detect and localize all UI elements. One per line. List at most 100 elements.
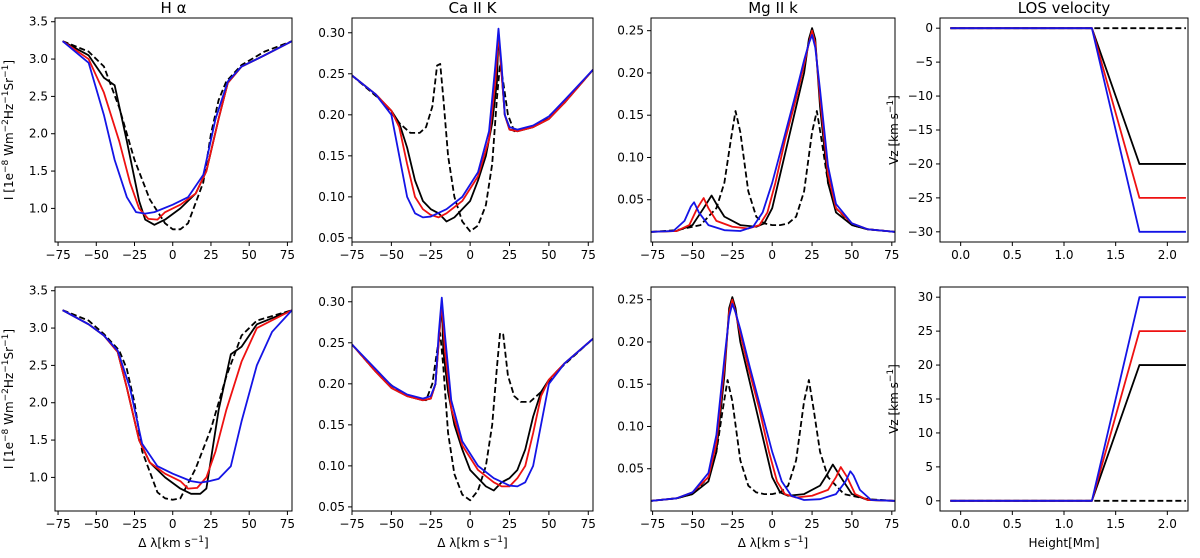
series-line-reference	[651, 110, 895, 233]
series-line-v20	[651, 27, 895, 233]
y-axis-label: Vz [km s−1]	[886, 95, 901, 165]
y-tick-label: 0.20	[617, 335, 644, 349]
x-tick-label: 1.5	[1106, 517, 1125, 531]
y-tick-label: 0.10	[318, 190, 345, 204]
chart-title: LOS velocity	[1018, 0, 1111, 17]
x-tick-label: 0.0	[951, 517, 970, 531]
y-tick-label: 20	[918, 358, 933, 372]
series-line-v25	[352, 31, 593, 219]
y-tick-label: 2.0	[29, 127, 48, 141]
x-tick-label: 50	[242, 517, 257, 531]
series-line-v25	[651, 29, 895, 233]
x-tick-label: −25	[418, 248, 443, 262]
y-tick-label: 0.05	[318, 231, 345, 245]
series-line-v25	[950, 330, 1186, 502]
x-tick-label: −75	[640, 248, 665, 262]
y-tick-label: 2.0	[29, 396, 48, 410]
y-tick-label: −15	[908, 123, 933, 137]
x-tick-label: 0	[768, 248, 776, 262]
series-line-v20	[950, 364, 1186, 502]
series-line-v25	[352, 300, 593, 488]
x-tick-label: −50	[379, 517, 404, 531]
x-tick-label: 25	[804, 248, 819, 262]
series-line-v30	[950, 296, 1186, 502]
x-axis-label: Δ λ[km s−1]	[138, 535, 208, 550]
axes-frame	[54, 286, 293, 512]
series-line-v30	[651, 303, 895, 502]
y-tick-label: 3.0	[29, 52, 48, 66]
y-tick-label: 0.10	[318, 459, 345, 473]
x-tick-label: −25	[122, 248, 147, 262]
x-tick-label: 75	[280, 248, 295, 262]
x-tick-label: −50	[379, 248, 404, 262]
axes-frame	[650, 17, 896, 243]
x-tick-label: 75	[884, 517, 899, 531]
x-tick-label: 75	[280, 517, 295, 531]
x-tick-label: 75	[884, 248, 899, 262]
x-tick-label: 50	[844, 248, 859, 262]
x-tick-label: −75	[339, 517, 364, 531]
series-line-v30	[352, 296, 593, 488]
x-tick-label: 0	[169, 248, 177, 262]
series-line-v30	[651, 34, 895, 233]
y-tick-label: 3.5	[29, 15, 48, 29]
axes-frame	[351, 286, 594, 512]
axes-frame	[54, 17, 293, 243]
series-group	[651, 296, 895, 502]
x-tick-label: 0	[466, 248, 474, 262]
series-line-v25	[62, 309, 292, 490]
chart-panel-ha-bottom: −75 −50 −25 0 25 50 75 1.0 1.5 2.0 2.5 3.0 3.5 Δ λ[km…	[1, 284, 295, 550]
x-tick-label: 0.0	[951, 248, 970, 262]
x-tick-label: −50	[680, 248, 705, 262]
series-line-v30	[62, 40, 292, 215]
x-tick-label: 50	[242, 248, 257, 262]
y-tick-label: 0.30	[318, 26, 345, 40]
y-axis-label: I [1e−8 Wm−2Hz−1Sr−1]	[1, 60, 16, 200]
x-tick-label: −25	[720, 517, 745, 531]
x-tick-label: 0	[768, 517, 776, 531]
x-tick-label: 2.0	[1158, 517, 1177, 531]
x-tick-label: 75	[581, 517, 596, 531]
x-tick-label: −75	[339, 248, 364, 262]
y-axis-label: Vz [km s−1]	[886, 364, 901, 434]
y-tick-label: 0.05	[318, 500, 345, 514]
y-tick-label: 0.20	[318, 108, 345, 122]
y-tick-label: 0.20	[617, 66, 644, 80]
y-tick-label: 0.10	[617, 150, 644, 164]
y-tick-label: 0.15	[318, 149, 345, 163]
y-axis-label: I [1e−8 Wm−2Hz−1Sr−1]	[1, 329, 16, 469]
y-tick-label: 0.25	[318, 336, 345, 350]
x-tick-label: 50	[541, 248, 556, 262]
series-line-reference	[651, 379, 895, 502]
y-tick-label: 0.25	[617, 24, 644, 38]
series-line-v30	[950, 27, 1186, 233]
y-tick-label: 0.25	[318, 67, 345, 81]
x-tick-label: 25	[203, 517, 218, 531]
y-tick-label: 0	[925, 494, 933, 508]
series-line-reference	[62, 40, 292, 231]
y-tick-label: 0.15	[318, 418, 345, 432]
x-tick-label: 0	[169, 517, 177, 531]
x-tick-label: 1.0	[1054, 517, 1073, 531]
y-tick-label: 0.10	[617, 419, 644, 433]
series-line-v20	[950, 27, 1186, 165]
y-tick-label: 25	[918, 324, 933, 338]
axes-frame	[939, 17, 1189, 243]
y-tick-label: 10	[918, 426, 933, 440]
y-tick-label: 3.5	[29, 284, 48, 298]
x-tick-label: −75	[640, 517, 665, 531]
x-tick-label: 0.5	[1003, 517, 1022, 531]
series-line-v20	[651, 296, 895, 502]
y-tick-label: 2.5	[29, 358, 48, 372]
series-line-v30	[352, 27, 593, 219]
series-group	[352, 27, 593, 233]
x-tick-label: −50	[680, 517, 705, 531]
y-tick-label: 0.25	[617, 293, 644, 307]
y-tick-label: 0	[925, 21, 933, 35]
chart-panel-mgiik-bottom: −75 −50 −25 0 25 50 75 0.05 0.10 0.15 0.20 0.25 Δ λ[…	[617, 286, 899, 550]
chart-panel-mgiik-top: −75 −50 −25 0 25 50 75 0.05 0.10 0.15 0.20 0.25 Mg I…	[617, 0, 899, 262]
y-tick-label: 0.05	[617, 462, 644, 476]
series-group	[352, 296, 593, 502]
y-tick-label: 3.0	[29, 321, 48, 335]
series-line-reference	[352, 332, 593, 502]
